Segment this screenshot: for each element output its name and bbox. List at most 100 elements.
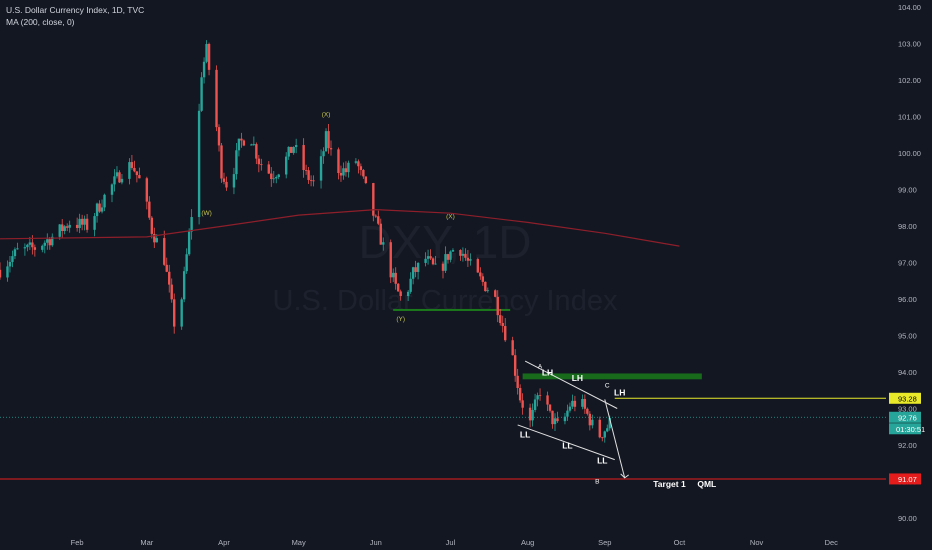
symbol-title[interactable]: U.S. Dollar Currency Index, 1D, TVC: [6, 5, 145, 15]
candle-body: [257, 158, 261, 165]
candle: [115, 166, 119, 179]
annotation--y-: (Y): [396, 316, 405, 323]
candle-body: [202, 61, 206, 78]
candle-body: [382, 242, 385, 245]
candle-body: [190, 217, 193, 232]
candle-body: [312, 180, 315, 182]
candle: [113, 169, 116, 192]
candle: [170, 278, 173, 303]
candle: [217, 124, 221, 152]
candle-body: [222, 178, 226, 182]
resistance-zone: [522, 373, 702, 380]
candle-body: [372, 183, 375, 216]
candle: [63, 224, 66, 235]
candle-body: [319, 156, 323, 181]
candle-body: [155, 238, 158, 243]
candle: [374, 214, 378, 218]
candle-body: [78, 218, 81, 229]
candle-body: [187, 231, 191, 255]
candle: [252, 136, 256, 146]
candle-body: [588, 413, 592, 426]
candle-body: [426, 256, 430, 259]
annotation-ll: LL: [562, 441, 572, 451]
candle-body: [397, 283, 400, 292]
time-tick-aug: Aug: [521, 538, 534, 547]
candle: [16, 242, 19, 250]
candle: [504, 318, 507, 342]
candle: [479, 267, 482, 280]
candle-body: [95, 203, 99, 217]
indicator-title[interactable]: MA (200, close, 0): [6, 17, 75, 27]
candle: [327, 124, 330, 154]
annotation-c: C: [605, 382, 610, 389]
candle-body: [61, 224, 64, 231]
candle: [100, 199, 104, 214]
candle-body: [113, 176, 116, 185]
price-tick: 104.00: [898, 3, 921, 12]
time-tick-sep: Sep: [598, 538, 611, 547]
candle-body: [145, 178, 149, 202]
candle-body: [85, 218, 89, 230]
candle-body: [379, 223, 382, 245]
candle-body: [521, 400, 524, 408]
time-tick-nov: Nov: [750, 538, 764, 547]
candle: [364, 176, 368, 185]
price-label-yellow: 93.28: [898, 394, 917, 403]
candle-body: [446, 254, 450, 260]
candle-body: [337, 149, 340, 174]
candle: [399, 289, 402, 301]
candle-body: [409, 278, 412, 292]
candle-body: [63, 226, 66, 231]
candle: [168, 264, 171, 293]
candle: [133, 160, 136, 173]
candle: [496, 290, 499, 323]
candle: [513, 349, 517, 382]
price-axis[interactable]: 104.00 103.00 102.00 101.00 100.00 99.00 98.00…: [886, 0, 932, 550]
candle-body: [531, 409, 534, 421]
candle-body: [324, 131, 328, 152]
candle: [362, 169, 365, 179]
candle-body: [220, 145, 223, 179]
candle-body: [294, 145, 298, 148]
candle: [568, 402, 572, 413]
candle-body: [242, 140, 246, 146]
candle-body: [235, 150, 238, 175]
moving-average-layer: [0, 208, 680, 247]
projection-arrow: [604, 399, 626, 478]
time-tick-may: May: [292, 538, 306, 547]
candle-body: [28, 242, 32, 245]
candle: [51, 233, 54, 247]
candle: [548, 404, 552, 413]
price-tick: 98.00: [898, 222, 917, 231]
ma-200-line: [0, 208, 680, 247]
candle: [260, 158, 263, 171]
candle: [250, 143, 253, 146]
candle: [431, 257, 435, 266]
candle: [591, 414, 594, 429]
candle-body: [182, 271, 186, 300]
candle: [13, 247, 17, 260]
candle-body: [115, 172, 119, 177]
candle: [538, 388, 542, 401]
projection-arrowhead: [620, 473, 629, 479]
candle: [531, 403, 534, 427]
candle: [165, 257, 168, 273]
candle: [220, 143, 223, 183]
price-label-red-tag: [889, 473, 921, 485]
candle-body: [13, 249, 17, 257]
time-axis[interactable]: Feb Mar Apr May Jun Jul Aug Sep Oct Nov Dec: [71, 538, 838, 547]
candle: [190, 209, 193, 240]
price-tick: 100.00: [898, 149, 921, 158]
candle-body: [528, 407, 532, 421]
price-label-current: 92.76: [898, 413, 917, 422]
candle: [394, 267, 397, 290]
candle-body: [329, 148, 333, 150]
candle: [257, 154, 261, 173]
candle-body: [571, 400, 574, 407]
candle-body: [464, 253, 467, 258]
candle: [566, 404, 569, 421]
candle: [377, 210, 380, 226]
price-tick: 102.00: [898, 76, 921, 85]
